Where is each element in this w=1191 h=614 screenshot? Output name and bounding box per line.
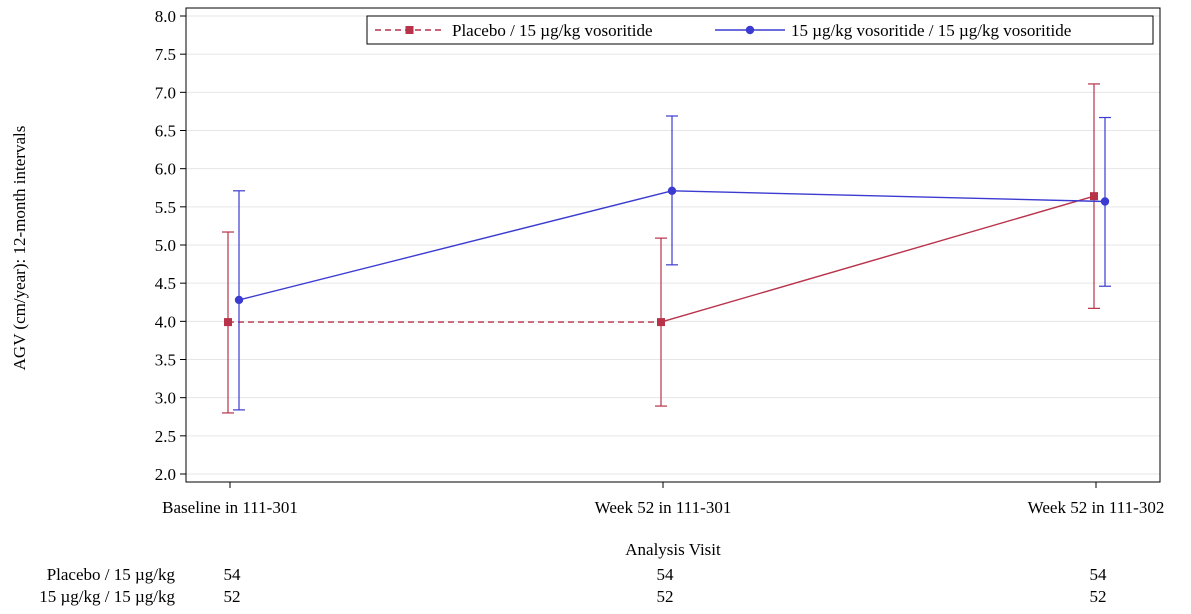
y-tick-label: 4.5: [155, 274, 176, 293]
count-cell: 54: [657, 565, 675, 584]
y-axis-label: AGV (cm/year): 12-month intervals: [10, 126, 29, 371]
series-line-segment: [660, 195, 1095, 323]
y-tick-label: 7.0: [155, 83, 176, 102]
data-point: [1090, 192, 1098, 201]
legend-marker: [745, 25, 755, 35]
count-cell: 54: [1090, 565, 1108, 584]
data-point: [224, 318, 232, 327]
x-tick-label: Baseline in 111-301: [162, 498, 298, 517]
count-row-1: Placebo / 15 µg/kg 54 54 54: [47, 565, 1107, 584]
y-tick-label: 5.0: [155, 236, 176, 255]
y-tick-label: 3.5: [155, 351, 176, 370]
y-tick-label: 8.0: [155, 7, 176, 26]
series-line-segment: [671, 190, 1106, 203]
y-tick-label: 2.5: [155, 427, 176, 446]
x-tick-label: Week 52 in 111-301: [595, 498, 732, 517]
legend-label: 15 µg/kg vosoritide / 15 µg/kg vosoritid…: [791, 21, 1071, 40]
series-layer: [222, 83, 1111, 414]
legend-label: Placebo / 15 µg/kg vosoritide: [452, 21, 653, 40]
y-tick-label: 6.5: [155, 122, 176, 141]
count-cell: 52: [657, 587, 674, 606]
y-tick-label: 7.5: [155, 45, 176, 64]
legend-marker: [405, 26, 414, 34]
y-tick-label: 5.5: [155, 198, 176, 217]
y-tick-label: 2.0: [155, 465, 176, 484]
y-tick-label: 6.0: [155, 160, 176, 179]
data-point: [657, 318, 665, 327]
series-1: [222, 83, 1100, 414]
y-tick-label: 4.0: [155, 312, 176, 331]
y-tick-label: 3.0: [155, 389, 176, 408]
series-line-segment: [238, 190, 673, 301]
data-point: [667, 186, 677, 196]
data-point: [234, 295, 244, 305]
legend-entry-1: Placebo / 15 µg/kg vosoritide: [375, 21, 653, 40]
at-risk-table: Placebo / 15 µg/kg 54 54 54 15 µg/kg / 15 µg…: [39, 565, 1107, 606]
y-axis: 2.0 2.5 3.0 3.5 4.0 4.5 5.0 5.5 6.0 6.5 7.0 7.5 8.0: [155, 7, 186, 484]
x-axis-label: Analysis Visit: [625, 540, 721, 559]
legend: Placebo / 15 µg/kg vosoritide 15 µg/kg vo…: [366, 15, 1154, 45]
gridlines: [186, 15, 1160, 475]
count-cell: 52: [224, 587, 241, 606]
count-row-label: 15 µg/kg / 15 µg/kg: [39, 587, 175, 606]
count-row-2: 15 µg/kg / 15 µg/kg 52 52 52: [39, 587, 1106, 606]
legend-entry-2: 15 µg/kg vosoritide / 15 µg/kg vosoritid…: [715, 21, 1071, 40]
series-2: [233, 115, 1111, 411]
x-axis: Baseline in 111-301 Week 52 in 111-301 Wee…: [162, 482, 1164, 517]
data-point: [1100, 197, 1110, 206]
count-row-label: Placebo / 15 µg/kg: [47, 565, 176, 584]
x-tick-label: Week 52 in 111-302: [1028, 498, 1165, 517]
count-cell: 52: [1090, 587, 1107, 606]
count-cell: 54: [224, 565, 242, 584]
